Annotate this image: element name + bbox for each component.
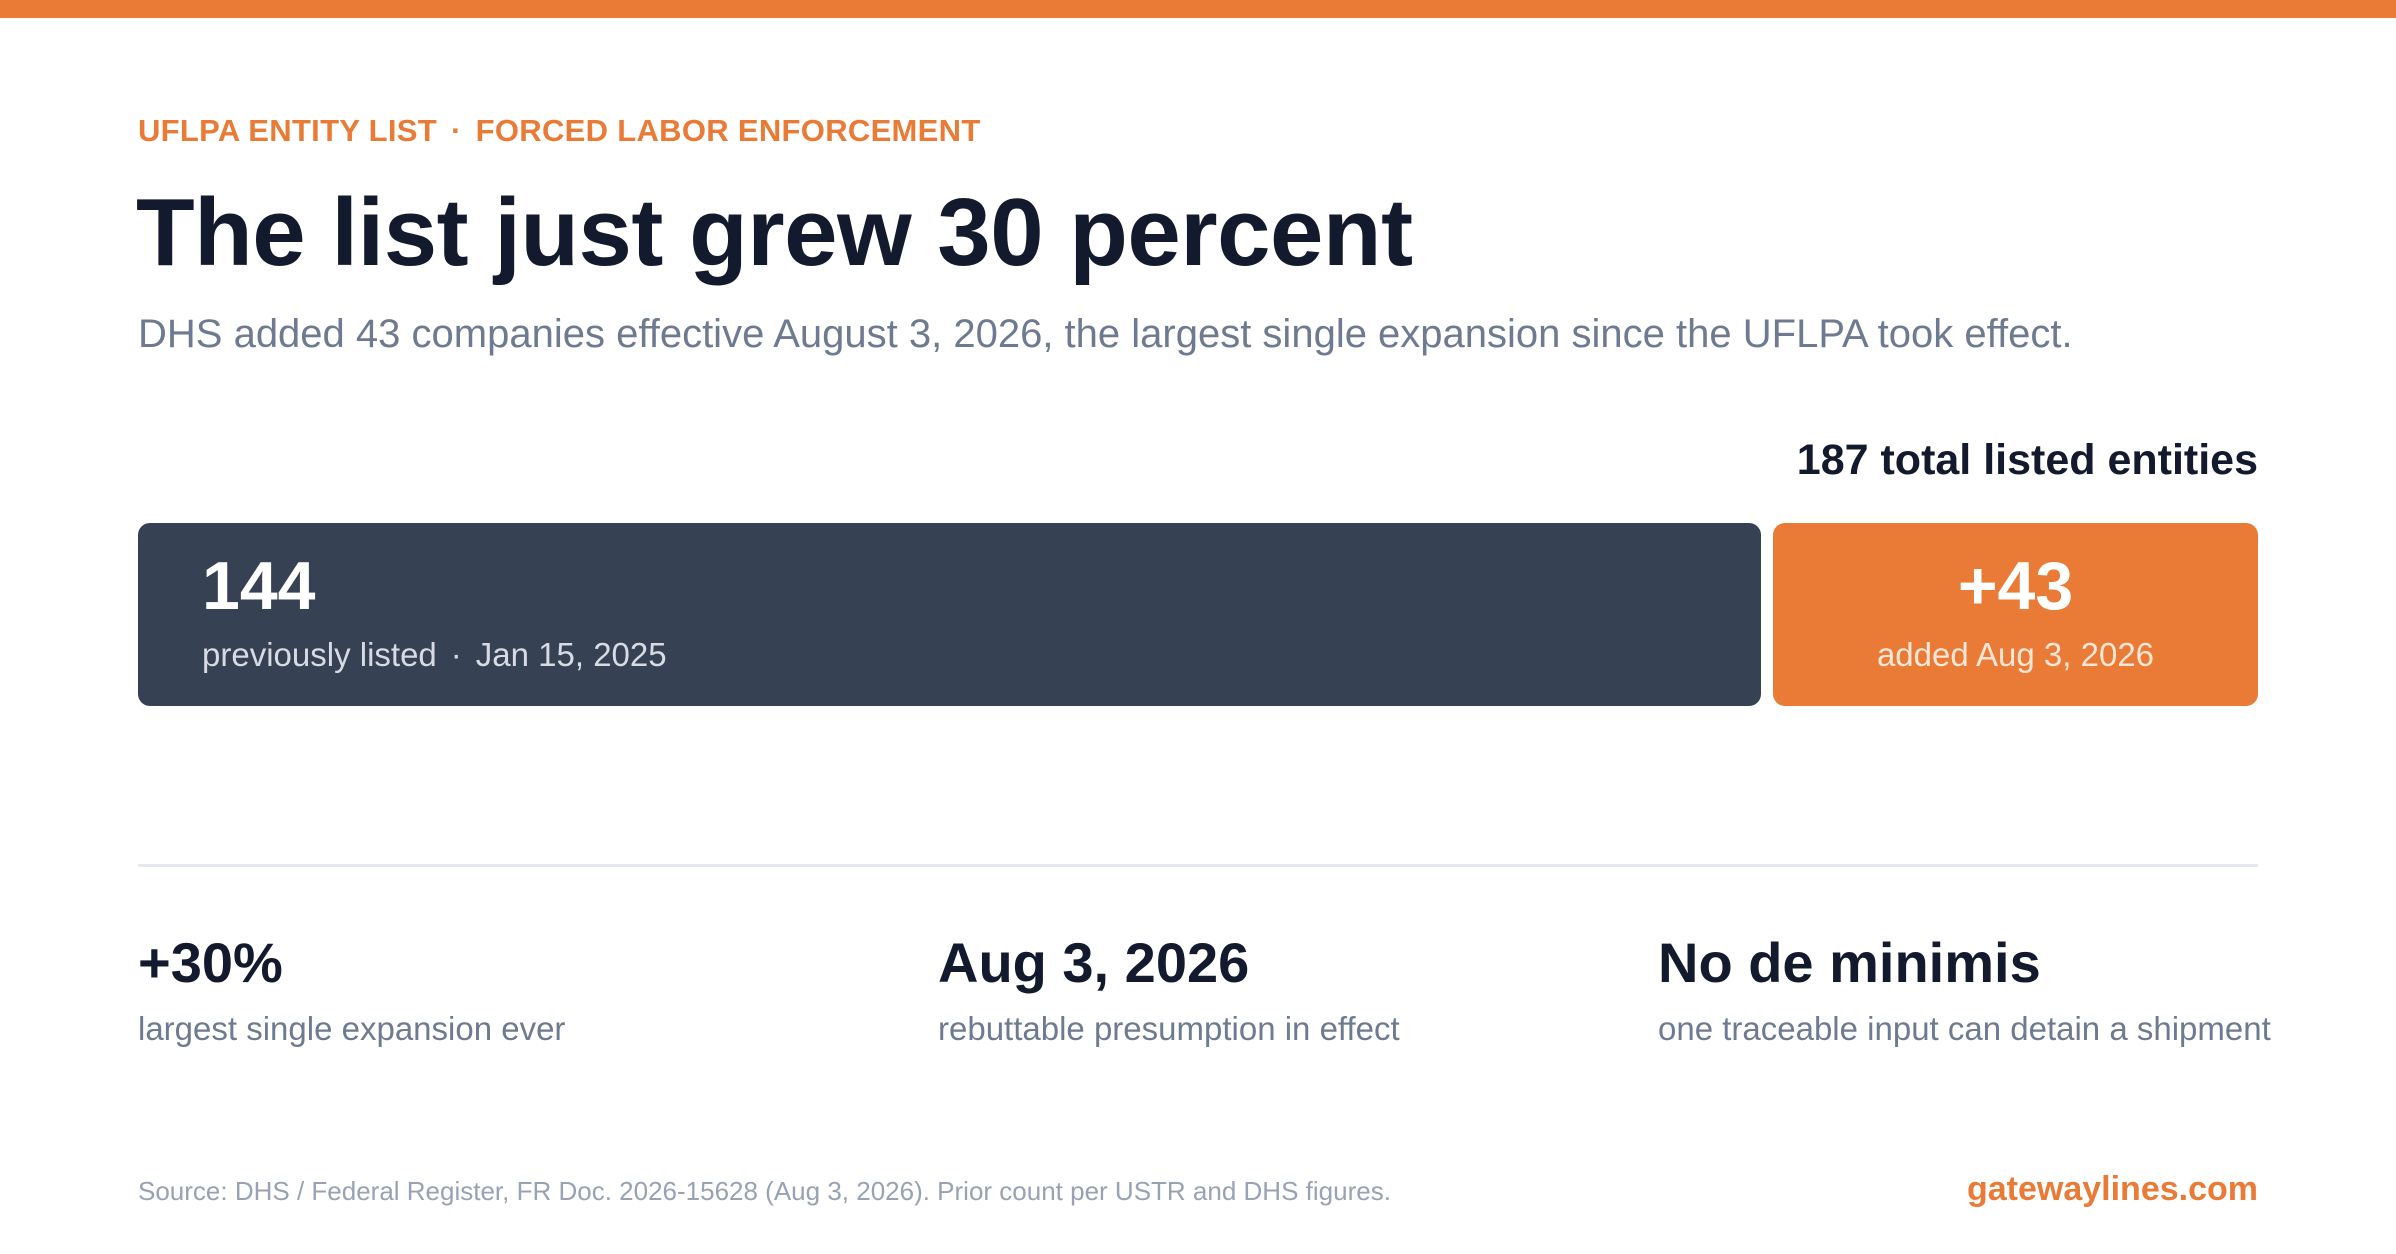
stat-expansion-caption: largest single expansion ever bbox=[138, 1010, 566, 1047]
previously-listed-date: Jan 15, 2025 bbox=[475, 636, 667, 673]
eyebrow-category: UFLPA ENTITY LIST bbox=[138, 113, 438, 148]
stat-expansion-value: +30% bbox=[138, 931, 283, 994]
total-entities-label: 187 total listed entities bbox=[1796, 436, 2258, 484]
eyebrow: UFLPA ENTITY LIST · FORCED LABOR ENFORCEME… bbox=[138, 113, 981, 149]
bar-segment-previously-listed: 144 previously listed · Jan 15, 2025 bbox=[138, 523, 1761, 706]
bar-segment-added: +43 added Aug 3, 2026 bbox=[1773, 523, 2258, 706]
stat-effective-date-value: Aug 3, 2026 bbox=[938, 931, 1250, 994]
top-accent-rule bbox=[0, 0, 2396, 18]
caption-separator: · bbox=[450, 636, 462, 673]
page-title: The list just grew 30 percent bbox=[136, 179, 1413, 286]
stat-expansion: +30% largest single expansion ever bbox=[138, 928, 565, 1048]
source-note: Source: DHS / Federal Register, FR Doc. … bbox=[138, 1176, 1391, 1206]
page-subtitle: DHS added 43 companies effective August … bbox=[138, 312, 2073, 356]
eyebrow-separator: · bbox=[451, 113, 462, 148]
eyebrow-topic: FORCED LABOR ENFORCEMENT bbox=[475, 113, 981, 148]
section-divider bbox=[138, 864, 2258, 867]
stat-de-minimis-value: No de minimis bbox=[1658, 931, 2041, 994]
stacked-bar-chart: 144 previously listed · Jan 15, 2025 +43 a… bbox=[138, 523, 2258, 706]
stat-effective-date-caption: rebuttable presumption in effect bbox=[938, 1010, 1400, 1047]
stat-effective-date: Aug 3, 2026 rebuttable presumption in ef… bbox=[938, 928, 1400, 1048]
previously-listed-value: 144 bbox=[202, 548, 316, 624]
added-value: +43 bbox=[1957, 548, 2074, 624]
added-caption: added Aug 3, 2026 bbox=[1876, 636, 2155, 673]
brand-link[interactable]: gatewaylines.com bbox=[1966, 1170, 2258, 1208]
stat-de-minimis: No de minimis one traceable input can de… bbox=[1658, 928, 2271, 1048]
stat-de-minimis-caption: one traceable input can detain a shipmen… bbox=[1658, 1010, 2271, 1047]
previously-listed-text: previously listed bbox=[202, 636, 437, 673]
previously-listed-caption: previously listed · Jan 15, 2025 bbox=[202, 636, 667, 674]
